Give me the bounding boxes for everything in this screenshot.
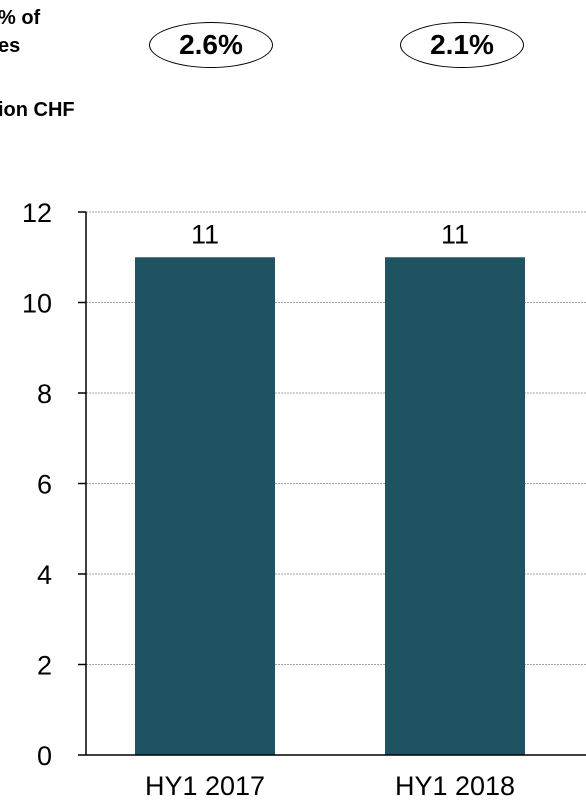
share-percentage-2018: 2.1% bbox=[400, 22, 524, 68]
unit-label: ion CHF bbox=[0, 99, 75, 121]
bar bbox=[135, 257, 275, 755]
y-tick-label: 0 bbox=[37, 741, 52, 771]
share-label-line2: es bbox=[0, 35, 21, 57]
y-tick-label: 12 bbox=[22, 198, 52, 228]
y-tick-label: 2 bbox=[37, 651, 52, 681]
data-label: 11 bbox=[191, 219, 219, 249]
share-percentage-2017: 2.6% bbox=[149, 22, 273, 68]
y-tick-label: 10 bbox=[22, 289, 52, 319]
category-label: HY1 2018 bbox=[395, 771, 515, 801]
data-label: 11 bbox=[441, 219, 469, 249]
y-tick-label: 6 bbox=[37, 470, 52, 500]
share-label-line1: % of bbox=[0, 7, 41, 29]
bar bbox=[385, 257, 525, 755]
category-label: HY1 2017 bbox=[145, 771, 265, 801]
y-tick-label: 8 bbox=[37, 379, 52, 409]
y-tick-label: 4 bbox=[37, 560, 52, 590]
